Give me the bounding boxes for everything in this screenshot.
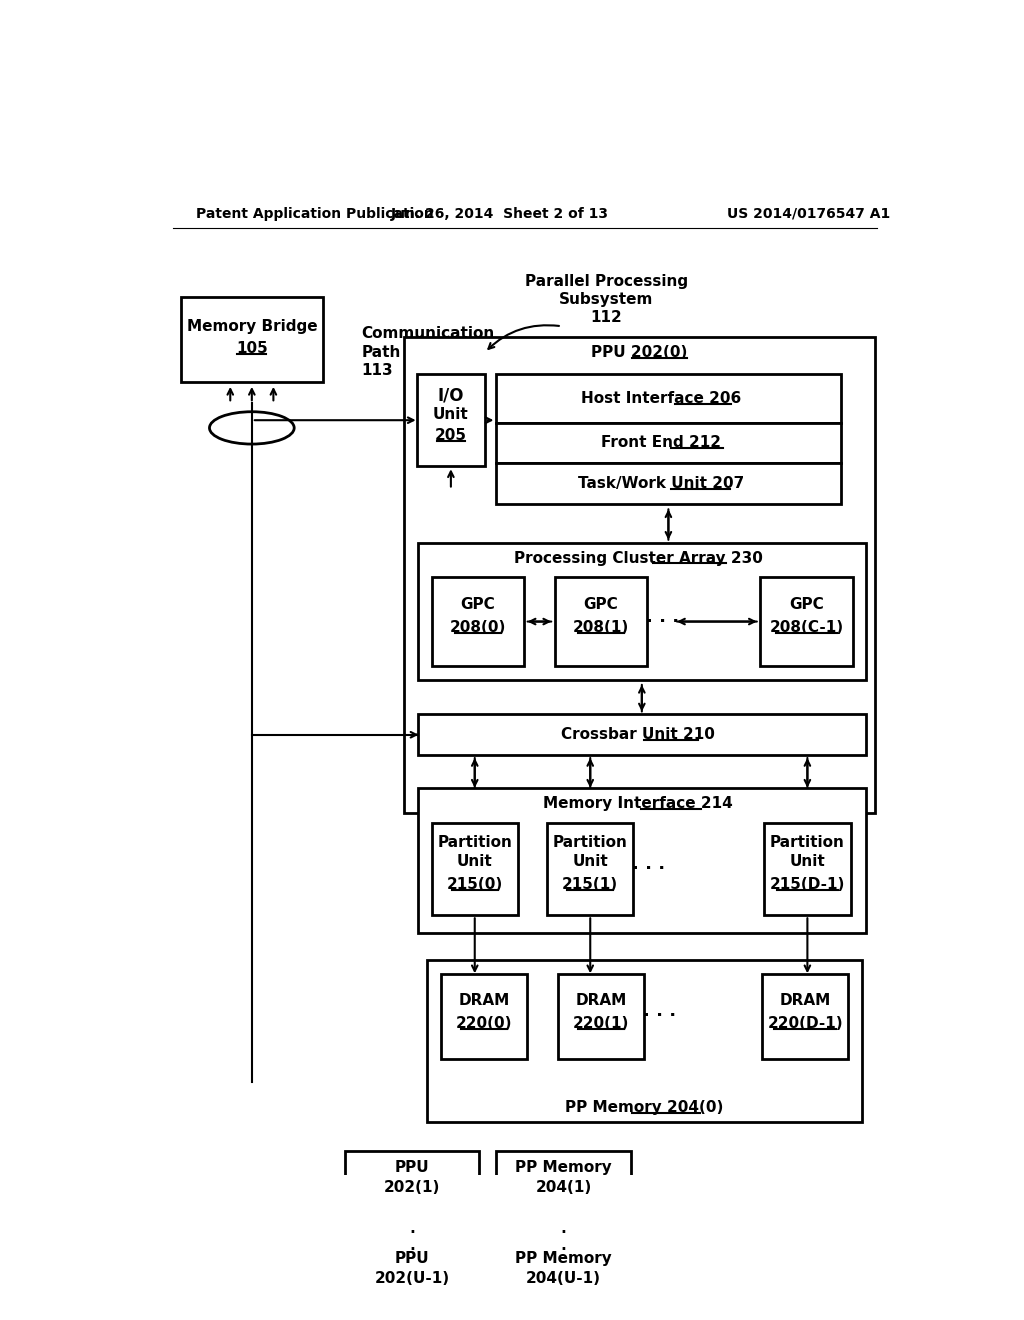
Text: PP Memory: PP Memory	[515, 1160, 612, 1175]
Text: .: .	[560, 1232, 567, 1255]
Bar	[547, 822, 634, 915]
Text: Processing Cluster Array 230: Processing Cluster Array 230	[514, 550, 763, 565]
Text: Unit: Unit	[457, 854, 493, 869]
Bar	[441, 974, 527, 1059]
Text: 208(C-1): 208(C-1)	[770, 620, 844, 635]
Text: 215(D-1): 215(D-1)	[770, 876, 845, 892]
Text: I/O: I/O	[437, 387, 464, 404]
Text: 202(U-1): 202(U-1)	[375, 1271, 450, 1286]
Text: 204(1): 204(1)	[536, 1180, 592, 1196]
Text: Path: Path	[361, 345, 401, 360]
Text: 112: 112	[591, 309, 623, 325]
Bar	[403, 337, 876, 813]
Text: Front End 212: Front End 212	[601, 436, 721, 450]
Text: PPU: PPU	[394, 1251, 429, 1266]
Bar	[558, 974, 644, 1059]
Bar	[497, 422, 841, 463]
Text: 208(0): 208(0)	[450, 620, 506, 635]
Text: Unit: Unit	[572, 854, 608, 869]
Text: PP Memory 204(0): PP Memory 204(0)	[565, 1101, 724, 1115]
Bar	[180, 297, 323, 381]
Text: 202(1): 202(1)	[384, 1180, 440, 1196]
Text: Subsystem: Subsystem	[559, 292, 653, 306]
Text: Parallel Processing: Parallel Processing	[525, 275, 688, 289]
Bar	[418, 543, 866, 680]
Text: Unit: Unit	[790, 854, 825, 869]
Text: Memory Bridge: Memory Bridge	[186, 318, 317, 334]
Text: Task/Work Unit 207: Task/Work Unit 207	[578, 477, 743, 491]
Text: PPU: PPU	[394, 1160, 429, 1175]
Text: DRAM: DRAM	[575, 993, 627, 1008]
Text: 205: 205	[435, 428, 467, 444]
Bar	[432, 822, 518, 915]
Text: 215(0): 215(0)	[446, 876, 503, 892]
Bar	[497, 374, 841, 422]
Text: PP Memory: PP Memory	[515, 1251, 612, 1266]
Bar	[762, 974, 848, 1059]
Bar	[497, 463, 841, 504]
Bar	[345, 1151, 479, 1205]
Text: 204(U-1): 204(U-1)	[526, 1271, 601, 1286]
Text: 220(1): 220(1)	[572, 1016, 629, 1031]
Text: GPC: GPC	[584, 597, 618, 611]
Text: .: .	[560, 1214, 567, 1238]
Bar	[497, 1242, 631, 1296]
Text: Patent Application Publication: Patent Application Publication	[196, 207, 434, 220]
Text: Communication: Communication	[361, 326, 495, 342]
Text: GPC: GPC	[461, 597, 496, 611]
Text: DRAM: DRAM	[779, 993, 830, 1008]
Text: .: .	[408, 1214, 416, 1238]
Text: Jun. 26, 2014  Sheet 2 of 13: Jun. 26, 2014 Sheet 2 of 13	[391, 207, 609, 220]
Text: Memory Interface 214: Memory Interface 214	[543, 796, 733, 812]
Bar	[761, 577, 853, 665]
Text: Host Interface 206: Host Interface 206	[581, 391, 740, 405]
Text: Crossbar Unit 210: Crossbar Unit 210	[561, 727, 715, 742]
Text: PPU 202(0): PPU 202(0)	[591, 345, 688, 360]
Text: 215(1): 215(1)	[562, 876, 618, 892]
Bar	[432, 577, 524, 665]
Text: 113: 113	[361, 363, 393, 379]
Text: · · ·: · · ·	[643, 1007, 676, 1026]
Bar	[497, 1151, 631, 1205]
Text: 220(0): 220(0)	[456, 1016, 512, 1031]
Text: 208(1): 208(1)	[572, 620, 629, 635]
Bar	[417, 374, 484, 466]
Bar	[427, 960, 862, 1122]
Bar	[555, 577, 647, 665]
Text: Unit: Unit	[433, 407, 469, 421]
Bar	[418, 714, 866, 755]
Bar	[418, 788, 866, 933]
Text: · · ·: · · ·	[632, 861, 666, 878]
Bar	[345, 1242, 479, 1296]
Text: US 2014/0176547 A1: US 2014/0176547 A1	[727, 207, 890, 220]
Text: · · ·: · · ·	[646, 612, 679, 631]
Text: 105: 105	[236, 341, 267, 356]
Text: DRAM: DRAM	[459, 993, 510, 1008]
Text: Partition: Partition	[770, 834, 845, 850]
Bar	[764, 822, 851, 915]
Text: .: .	[408, 1232, 416, 1255]
Text: Partition: Partition	[437, 834, 512, 850]
Text: GPC: GPC	[790, 597, 824, 611]
Text: 220(D-1): 220(D-1)	[767, 1016, 843, 1031]
Text: Partition: Partition	[553, 834, 628, 850]
